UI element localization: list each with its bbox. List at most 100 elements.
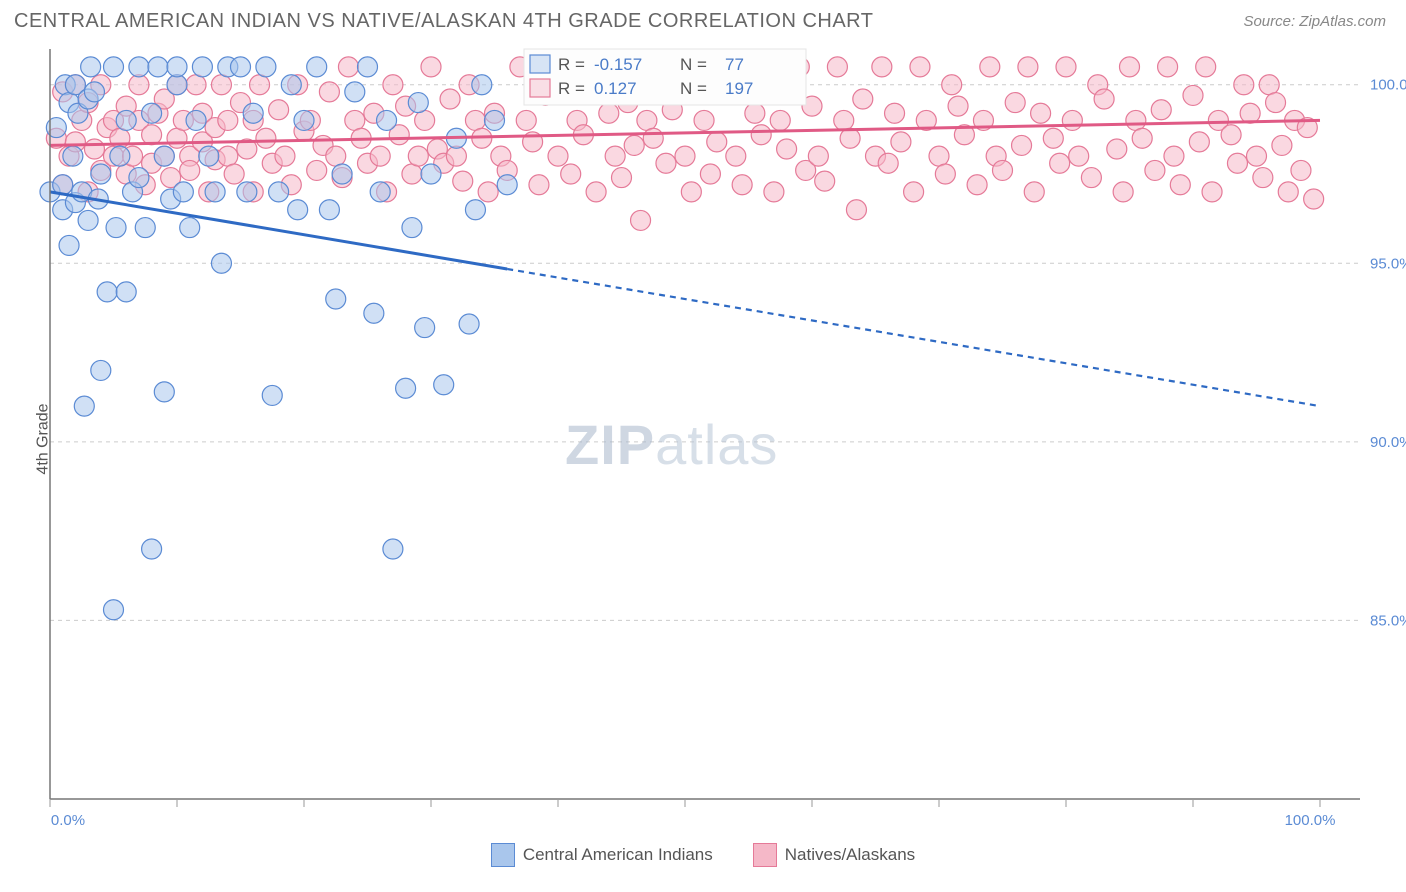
pink-point — [256, 128, 276, 148]
blue-point — [370, 182, 390, 202]
pink-point — [1062, 110, 1082, 130]
blue-point — [116, 282, 136, 302]
chart-svg: 85.0%90.0%95.0%100.0%ZIPatlas0.0%100.0%R… — [0, 39, 1406, 839]
pink-point — [84, 139, 104, 159]
blue-point — [110, 146, 130, 166]
pink-point — [675, 146, 695, 166]
blue-point — [167, 75, 187, 95]
blue-point — [326, 289, 346, 309]
blue-point — [211, 253, 231, 273]
chart-header: CENTRAL AMERICAN INDIAN VS NATIVE/ALASKA… — [0, 0, 1406, 39]
pink-point — [415, 110, 435, 130]
blue-point — [402, 218, 422, 238]
pink-point — [631, 210, 651, 230]
pink-point — [1094, 89, 1114, 109]
pink-point — [827, 57, 847, 77]
pink-point — [1259, 75, 1279, 95]
blue-point — [465, 200, 485, 220]
pink-point — [904, 182, 924, 202]
pink-point — [186, 75, 206, 95]
pink-point — [1043, 128, 1063, 148]
pink-point — [694, 110, 714, 130]
blue-point — [186, 110, 206, 130]
pink-point — [307, 160, 327, 180]
pink-point — [1069, 146, 1089, 166]
pink-point — [1202, 182, 1222, 202]
blue-point — [74, 396, 94, 416]
blue-point — [84, 82, 104, 102]
pink-point — [599, 103, 619, 123]
ytick-label: 85.0% — [1370, 612, 1406, 629]
blue-point — [129, 168, 149, 188]
pink-point — [548, 146, 568, 166]
pink-point — [700, 164, 720, 184]
legend-label-blue: Central American Indians — [523, 845, 713, 865]
blue-point — [294, 110, 314, 130]
pink-point — [1005, 93, 1025, 113]
pink-point — [637, 110, 657, 130]
blue-point — [59, 235, 79, 255]
blue-point — [358, 57, 378, 77]
pink-trend-solid — [50, 120, 1320, 145]
blue-point — [142, 539, 162, 559]
blue-point — [262, 385, 282, 405]
pink-point — [980, 57, 1000, 77]
pink-point — [319, 82, 339, 102]
ytick-label: 90.0% — [1370, 434, 1406, 451]
pink-point — [770, 110, 790, 130]
pink-point — [1107, 139, 1127, 159]
blue-point — [129, 57, 149, 77]
pink-point — [1012, 135, 1032, 155]
pink-point — [408, 146, 428, 166]
blue-point — [116, 110, 136, 130]
blue-point — [97, 282, 117, 302]
pink-point — [1221, 125, 1241, 145]
pink-point — [402, 164, 422, 184]
blue-point — [154, 146, 174, 166]
legend-swatch-pink — [753, 843, 777, 867]
pink-point — [446, 146, 466, 166]
pink-point — [211, 75, 231, 95]
blue-point — [377, 110, 397, 130]
plot-area: 4th Grade 85.0%90.0%95.0%100.0%ZIPatlas0… — [0, 39, 1406, 839]
pink-point — [1031, 103, 1051, 123]
xtick-label: 100.0% — [1285, 812, 1336, 829]
ytick-label: 95.0% — [1370, 255, 1406, 272]
legend-item-pink: Natives/Alaskans — [753, 843, 915, 867]
pink-point — [1227, 153, 1247, 173]
blue-point — [104, 600, 124, 620]
pink-point — [853, 89, 873, 109]
pink-point — [1056, 57, 1076, 77]
pink-point — [624, 135, 644, 155]
pink-point — [326, 146, 346, 166]
blue-point — [148, 57, 168, 77]
pink-point — [453, 171, 473, 191]
pink-point — [421, 57, 441, 77]
pink-point — [269, 100, 289, 120]
pink-swatch — [530, 79, 550, 97]
pink-point — [967, 175, 987, 195]
blue-point — [345, 82, 365, 102]
pink-N-label: N = — [680, 79, 707, 98]
pink-point — [777, 139, 797, 159]
blue-point — [81, 57, 101, 77]
pink-point — [878, 153, 898, 173]
blue-point — [173, 182, 193, 202]
pink-point — [681, 182, 701, 202]
pink-point — [250, 75, 270, 95]
blue-point — [243, 103, 263, 123]
pink-point — [167, 128, 187, 148]
legend-footer: Central American Indians Natives/Alaskan… — [0, 839, 1406, 867]
blue-point — [485, 110, 505, 130]
pink-point — [732, 175, 752, 195]
blue-R-value: -0.157 — [594, 55, 642, 74]
legend-item-blue: Central American Indians — [491, 843, 713, 867]
blue-point — [104, 57, 124, 77]
pink-point — [1247, 146, 1267, 166]
pink-point — [993, 160, 1013, 180]
pink-point — [1266, 93, 1286, 113]
blue-N-value: 77 — [725, 55, 744, 74]
pink-point — [929, 146, 949, 166]
blue-point — [167, 57, 187, 77]
pink-point — [275, 146, 295, 166]
